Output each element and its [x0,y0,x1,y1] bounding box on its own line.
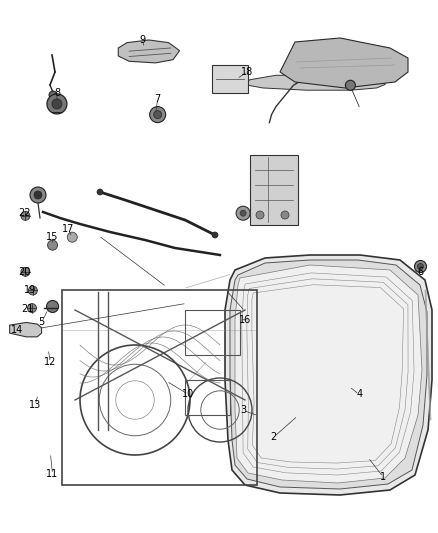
Polygon shape [245,75,385,90]
Circle shape [346,80,355,90]
Circle shape [28,304,36,312]
Circle shape [256,211,264,219]
Text: 19: 19 [24,286,36,295]
Circle shape [97,189,103,195]
Text: 21: 21 [21,304,33,314]
Text: 6: 6 [417,267,424,277]
Circle shape [417,263,424,270]
Polygon shape [235,265,422,483]
Text: 15: 15 [46,232,59,242]
Circle shape [67,232,77,242]
Circle shape [34,191,42,199]
Text: 12: 12 [44,358,57,367]
Circle shape [30,187,46,203]
Polygon shape [10,322,42,337]
Bar [212,65,248,93]
Text: 18: 18 [241,67,254,77]
Circle shape [150,107,166,123]
Circle shape [28,286,37,295]
Text: 11: 11 [46,470,59,479]
Text: 20: 20 [18,267,30,277]
Text: 13: 13 [29,400,41,410]
Text: 14: 14 [11,326,23,335]
Polygon shape [118,40,180,63]
Circle shape [21,212,30,220]
Text: 10: 10 [182,390,194,399]
Circle shape [281,211,289,219]
Text: 22: 22 [18,208,30,218]
Bar [185,310,240,355]
Circle shape [52,99,62,109]
Text: 7: 7 [155,94,161,103]
Text: 1: 1 [380,472,386,482]
Text: 5: 5 [39,318,45,327]
Text: 16: 16 [239,315,251,325]
Circle shape [240,210,246,216]
Circle shape [154,110,162,119]
Bar [250,155,298,225]
Text: 4: 4 [356,390,362,399]
Text: 17: 17 [62,224,74,234]
Circle shape [49,91,57,99]
Text: 3: 3 [240,406,246,415]
Text: 8: 8 [54,88,60,98]
Circle shape [236,206,250,220]
Text: 9: 9 [139,35,145,45]
Circle shape [48,240,57,250]
Bar [62,290,257,485]
Circle shape [414,261,427,272]
Polygon shape [280,38,408,88]
Circle shape [47,94,67,114]
Polygon shape [225,255,432,495]
Polygon shape [230,260,427,489]
Circle shape [46,301,59,312]
Circle shape [212,232,218,238]
Circle shape [21,268,30,276]
Bar [185,380,230,415]
Text: 2: 2 [271,432,277,442]
